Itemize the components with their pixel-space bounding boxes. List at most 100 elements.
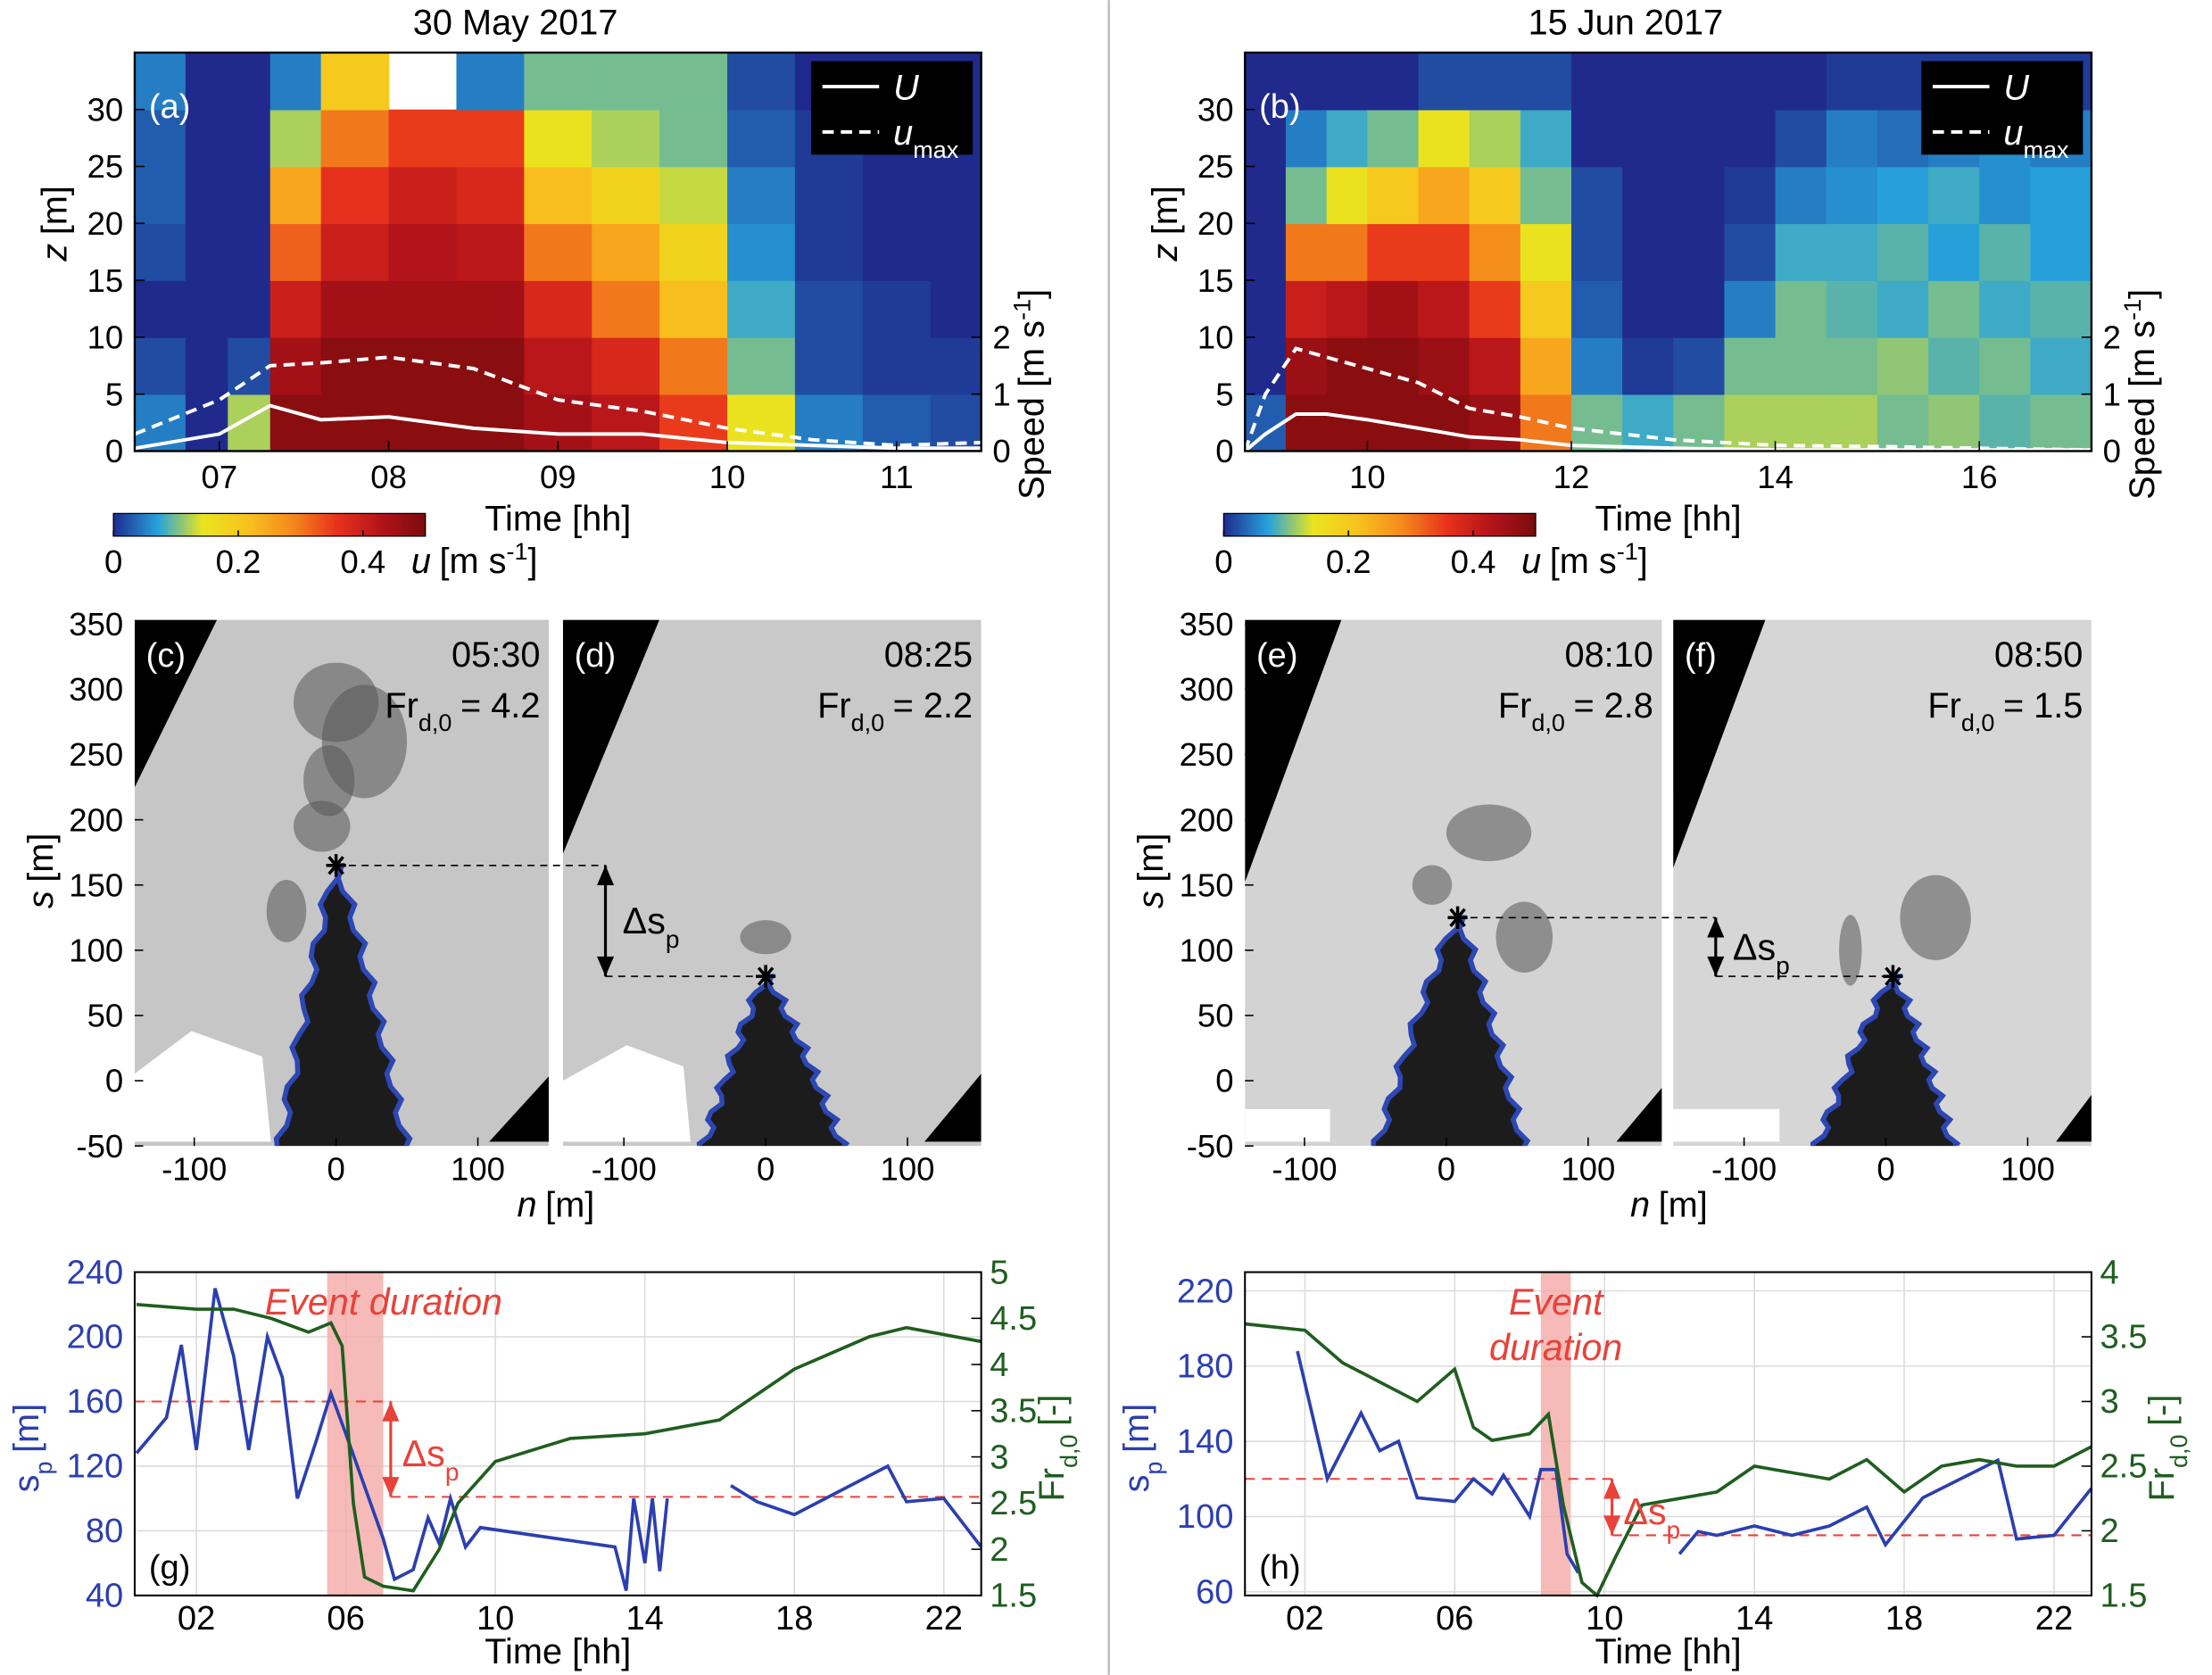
heat-cell bbox=[1876, 336, 1929, 395]
y-tick-label: 300 bbox=[1180, 671, 1234, 708]
series-line bbox=[1296, 1350, 1580, 1574]
panel-label: (g) bbox=[149, 1548, 191, 1587]
dark-cloud bbox=[1900, 875, 1971, 960]
heat-cell bbox=[1520, 109, 1572, 168]
heat-cell bbox=[388, 336, 458, 395]
heat-cell bbox=[930, 336, 982, 395]
speed-line bbox=[1243, 412, 2092, 452]
legend-label: umax bbox=[893, 113, 959, 163]
y-tick-label: 120 bbox=[67, 1447, 124, 1486]
heat-cell bbox=[1469, 166, 1521, 225]
heat-cell bbox=[727, 52, 796, 111]
heat-cell bbox=[1622, 52, 1675, 111]
heat-cell bbox=[1979, 166, 2032, 225]
x-tick-label: 10 bbox=[1586, 1599, 1623, 1638]
y2-tick-label: 0 bbox=[2103, 433, 2121, 469]
heat-cell bbox=[1367, 52, 1420, 111]
heat-cell bbox=[1775, 336, 1827, 395]
legend-label: U bbox=[893, 68, 919, 107]
heat-cell bbox=[1622, 394, 1675, 452]
y2-axis-title-part: Fr bbox=[2142, 1468, 2182, 1502]
heat-cell bbox=[388, 223, 458, 281]
heat-cell bbox=[1876, 280, 1929, 338]
heat-cell bbox=[592, 109, 660, 168]
heat-cell bbox=[1367, 336, 1420, 395]
heat-cell bbox=[134, 223, 186, 281]
heat-cell bbox=[1570, 223, 1623, 281]
image-panel bbox=[1245, 619, 1662, 1147]
y2-tick-label: 1 bbox=[2103, 376, 2121, 412]
delta-label: Δsp bbox=[402, 1433, 460, 1486]
delta-label-part: Δs bbox=[1733, 926, 1776, 967]
heat-cell bbox=[320, 280, 390, 338]
y-tick-label: 0 bbox=[1215, 1063, 1233, 1099]
y-tick-label: 25 bbox=[87, 148, 124, 185]
time-label: 08:10 bbox=[1564, 635, 1653, 675]
heat-cell bbox=[456, 223, 526, 281]
heat-cell bbox=[1285, 52, 1328, 111]
heat-cell bbox=[1928, 336, 1980, 395]
heat-cell bbox=[1469, 223, 1521, 281]
heat-cell bbox=[1622, 336, 1675, 395]
heat-cell bbox=[1326, 223, 1369, 281]
heat-cell bbox=[185, 52, 229, 111]
time-label: 08:50 bbox=[1994, 635, 2083, 675]
heat-cell bbox=[320, 336, 390, 395]
dark-cloud bbox=[1446, 804, 1532, 862]
y-axis-title-part: z bbox=[36, 244, 75, 262]
x-tick-label: 18 bbox=[1885, 1599, 1923, 1638]
heat-cell bbox=[1826, 394, 1878, 452]
y-tick-label: 160 bbox=[67, 1382, 124, 1421]
colorbar-title-part: u bbox=[411, 542, 431, 581]
image-panel bbox=[562, 619, 982, 1147]
x-tick-label: -100 bbox=[592, 1150, 657, 1187]
heat-cell bbox=[1326, 394, 1369, 452]
heat-cell bbox=[134, 52, 186, 111]
heat-cell bbox=[1520, 52, 1572, 111]
heat-cell bbox=[1418, 336, 1471, 395]
heat-cell bbox=[1418, 223, 1471, 281]
legend-label-part: u bbox=[2003, 113, 2023, 153]
heat-cell bbox=[1326, 280, 1369, 338]
heat-cell bbox=[228, 109, 271, 168]
heat-cell bbox=[524, 336, 593, 395]
legend-box bbox=[1921, 61, 2084, 155]
colorbar-tick-label: 0.4 bbox=[1451, 543, 1496, 580]
colorbar-tick-label: 0 bbox=[1214, 543, 1232, 580]
y2-tick-label: 4 bbox=[2100, 1253, 2118, 1291]
heat-cell bbox=[1673, 280, 1726, 338]
heat-cell bbox=[1826, 223, 1878, 281]
froude-label-part: Fr bbox=[817, 686, 850, 726]
heat-cell bbox=[1724, 336, 1777, 395]
delta-label: Δsp bbox=[1623, 1491, 1680, 1544]
y-tick-label: 150 bbox=[69, 867, 123, 903]
heat-cell bbox=[185, 166, 229, 225]
event-span bbox=[327, 1272, 384, 1596]
heat-cell bbox=[1775, 394, 1827, 452]
legend-label-part: U bbox=[2003, 68, 2029, 107]
plume bbox=[696, 974, 850, 1147]
y2-tick-label: 2.5 bbox=[2100, 1447, 2147, 1486]
event-label: Event duration bbox=[265, 1281, 502, 1323]
y-axis-title: s [m] bbox=[1131, 833, 1171, 909]
colorbar-title-part: -1 bbox=[1617, 538, 1638, 565]
y-tick-label: 80 bbox=[86, 1512, 123, 1550]
y-tick-label: -50 bbox=[1187, 1128, 1234, 1165]
arrow-head bbox=[1707, 917, 1725, 938]
heat-cell bbox=[228, 336, 271, 395]
heat-cell bbox=[1673, 109, 1726, 168]
x-tick-label: -100 bbox=[1272, 1150, 1337, 1187]
y-tick-label: 250 bbox=[69, 736, 123, 773]
y2-tick-label: 2 bbox=[990, 1530, 1008, 1569]
heat-cell bbox=[862, 280, 932, 338]
arrow-head bbox=[382, 1477, 400, 1497]
heat-cell bbox=[134, 280, 186, 338]
y-tick-label: 180 bbox=[1177, 1347, 1234, 1386]
heat-cell bbox=[1418, 394, 1471, 452]
heat-cell bbox=[185, 223, 229, 281]
dark-cloud bbox=[1839, 915, 1862, 986]
plume bbox=[273, 863, 413, 1147]
black-corner bbox=[489, 1076, 549, 1142]
tip-marker bbox=[1883, 965, 1903, 988]
froude-label-part: = 2.8 bbox=[1573, 686, 1653, 726]
